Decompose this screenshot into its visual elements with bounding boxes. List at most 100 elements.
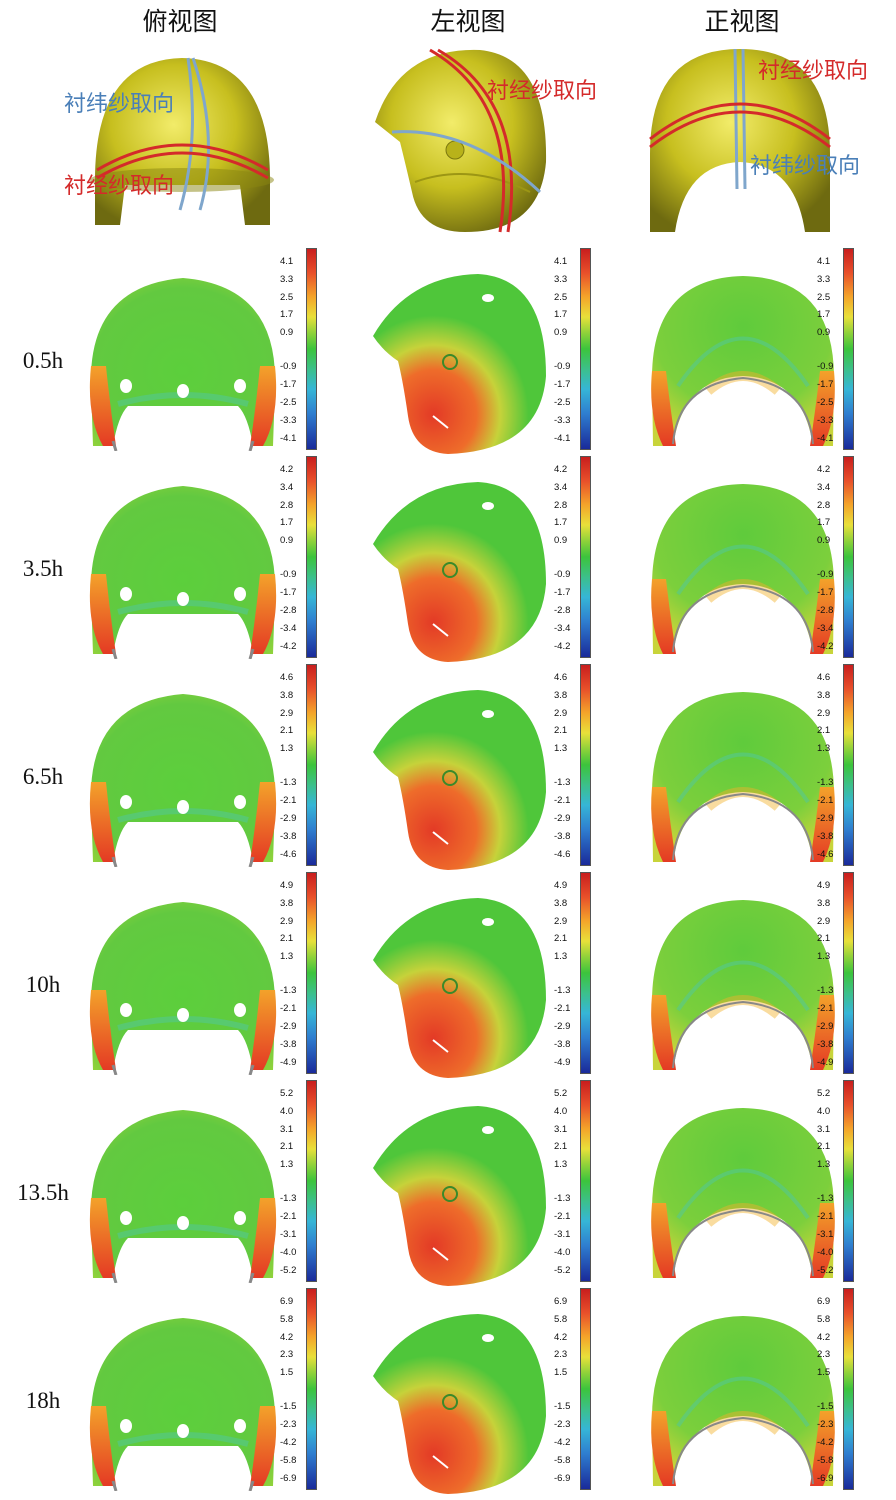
color-scale-tick-label: -3.3	[817, 415, 834, 426]
color-scale-tick-label: -1.7	[280, 587, 297, 598]
color-scale-tick-label: -2.1	[280, 1211, 297, 1222]
deformation-map-left-view	[368, 266, 553, 460]
color-scale-tick-label: 5.2	[817, 1088, 831, 1099]
color-scale-ticks: 5.2 4.0 3.1 2.1 1.3 -1.3 -2.1 -3.1 -4.0 -5.2	[554, 1080, 578, 1280]
warp-line	[429, 48, 506, 233]
color-scale-tick-label: -1.5	[817, 1401, 834, 1412]
color-scale-bar	[843, 1288, 854, 1490]
color-scale-ticks: 4.6 3.8 2.9 2.1 1.3 -1.3 -2.1 -2.9 -3.8 -4.6	[554, 664, 578, 864]
color-scale-tick-label: -5.8	[817, 1455, 834, 1466]
color-scale-tick-label: 3.4	[280, 482, 294, 493]
color-scale-tick-label: -4.2	[554, 1437, 571, 1448]
color-scale-tick-label: 0.9	[554, 327, 568, 338]
color-scale-tick-label: 3.8	[817, 690, 831, 701]
color-scale-bar	[580, 664, 591, 866]
color-scale-tick-label: -4.6	[280, 849, 297, 860]
color-scale-tick-label: 4.6	[817, 672, 831, 683]
deformation-map-front-view	[648, 1098, 838, 1287]
time-label: 18h	[25, 1388, 61, 1413]
color-scale-tick-label: 0.9	[817, 327, 831, 338]
time-label: 13.5h	[17, 1180, 69, 1205]
color-scale-tick-label: -4.0	[554, 1247, 571, 1258]
color-scale-tick-label: 1.7	[554, 517, 568, 528]
yellow-helmet-top-view	[90, 57, 274, 225]
color-scale-tick-label: -0.9	[554, 361, 571, 372]
color-scale-tick-label: 3.3	[554, 274, 568, 285]
color-scale-tick-label: -6.9	[817, 1473, 834, 1484]
color-scale-tick-label: -4.2	[280, 1437, 297, 1448]
color-scale-tick-label: -4.6	[817, 849, 834, 860]
color-scale-tick-label: 1.7	[817, 309, 831, 320]
color-scale-tick-label: -2.3	[280, 1419, 297, 1430]
time-label: 3.5h	[22, 556, 64, 581]
color-scale-tick-label: -1.7	[554, 587, 571, 598]
color-scale-tick-label: -4.2	[280, 641, 297, 652]
color-scale-tick-label: -4.2	[817, 641, 834, 652]
warp-orientation-label-top: 衬经纱取向	[64, 174, 175, 199]
color-scale-tick-label: 4.9	[280, 880, 294, 891]
color-scale-tick-label: -2.1	[554, 1003, 571, 1014]
time-label: 0.5h	[22, 348, 64, 373]
column-title-left-view: 左视图	[430, 7, 506, 36]
color-scale-tick-label: -1.3	[280, 985, 297, 996]
color-scale-tick-label: -3.1	[280, 1229, 297, 1240]
color-scale-tick-label: -4.9	[817, 1057, 834, 1068]
warp-line	[649, 102, 831, 141]
deformation-map-top-view	[88, 1098, 278, 1287]
color-scale-tick-label: 2.5	[554, 292, 568, 303]
color-scale-tick-label: 4.0	[280, 1106, 294, 1117]
color-scale-tick-label: 4.2	[817, 1332, 831, 1343]
color-scale-tick-label: 4.2	[817, 464, 831, 475]
color-scale-tick-label: -4.2	[817, 1437, 834, 1448]
color-scale-bar	[306, 664, 317, 866]
color-scale-tick-label: -2.5	[554, 397, 571, 408]
color-scale-tick-label: -3.4	[817, 623, 834, 634]
deformation-map-left-view	[368, 682, 553, 876]
color-scale-bar	[580, 1080, 591, 1282]
color-scale-tick-label: -4.0	[280, 1247, 297, 1258]
color-scale-tick-label: -1.5	[280, 1401, 297, 1412]
color-scale-tick-label: 2.8	[280, 500, 294, 511]
color-scale-tick-label: -2.1	[554, 1211, 571, 1222]
color-scale-tick-label: 1.3	[817, 743, 831, 754]
color-scale-tick-label: 5.8	[817, 1314, 831, 1325]
color-scale-tick-label: -6.9	[280, 1473, 297, 1484]
color-scale-tick-label: 2.1	[817, 933, 831, 944]
color-scale-tick-label: 2.3	[280, 1349, 294, 1360]
color-scale-tick-label: -3.8	[280, 831, 297, 842]
color-scale-tick-label: 5.8	[280, 1314, 294, 1325]
color-scale-tick-label: 5.2	[280, 1088, 294, 1099]
color-scale-tick-label: 2.3	[817, 1349, 831, 1360]
yellow-helmet-front-view	[649, 48, 831, 232]
color-scale-tick-label: -5.2	[554, 1265, 571, 1276]
color-scale-tick-label: -2.9	[817, 813, 834, 824]
color-scale-tick-label: 2.1	[280, 725, 294, 736]
deformation-map-top-view	[88, 890, 278, 1079]
color-scale-tick-label: 0.9	[280, 535, 294, 546]
color-scale-tick-label: -2.9	[554, 1021, 571, 1032]
color-scale-tick-label: 4.0	[817, 1106, 831, 1117]
color-scale-tick-label: -2.9	[817, 1021, 834, 1032]
color-scale-tick-label: -1.3	[554, 777, 571, 788]
deformation-map-front-view	[648, 1306, 838, 1495]
color-scale-tick-label: -0.9	[817, 361, 834, 372]
deformation-map-top-view	[88, 682, 278, 871]
warp-line	[96, 143, 269, 172]
color-scale-tick-label: -2.9	[554, 813, 571, 824]
color-scale-tick-label: 3.8	[817, 898, 831, 909]
color-scale-tick-label: 2.1	[817, 725, 831, 736]
color-scale-tick-label: 1.3	[280, 1159, 294, 1170]
color-scale-bar	[306, 872, 317, 1074]
color-scale-tick-label: -2.5	[817, 397, 834, 408]
color-scale-tick-label: -4.9	[554, 1057, 571, 1068]
color-scale-tick-label: -3.4	[554, 623, 571, 634]
color-scale-tick-label: 2.1	[817, 1141, 831, 1152]
color-scale-tick-label: 1.3	[554, 743, 568, 754]
color-scale-ticks: 4.9 3.8 2.9 2.1 1.3 -1.3 -2.1 -2.9 -3.8 -4.9	[280, 872, 304, 1072]
color-scale-tick-label: 4.1	[554, 256, 568, 267]
deformation-map-top-view	[88, 1306, 278, 1495]
color-scale-tick-label: 1.3	[280, 951, 294, 962]
color-scale-tick-label: 4.6	[280, 672, 294, 683]
color-scale-tick-label: -1.3	[280, 1193, 297, 1204]
color-scale-tick-label: 2.9	[280, 708, 294, 719]
